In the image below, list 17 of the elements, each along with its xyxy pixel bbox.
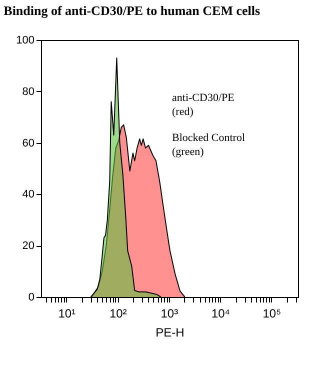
annotation: anti-CD30/PE (172, 92, 235, 104)
annotation: (green) (172, 146, 204, 158)
x-tick-label: 10¹ (58, 306, 76, 320)
y-tick-label: 80 (22, 86, 34, 98)
y-tick-label: 40 (22, 188, 34, 201)
x-tick-label: 10³ (160, 306, 178, 320)
y-tick-label: 0 (28, 292, 34, 304)
x-tick-label: 10² (109, 306, 127, 320)
y-tick-label: 100 (16, 34, 34, 46)
annotation: (red) (172, 106, 194, 118)
x-axis-title: PE-H (156, 326, 184, 340)
y-tick-label: 60 (22, 137, 34, 150)
x-tick-label: 10⁴ (211, 306, 230, 320)
y-tick-label: 20 (22, 240, 34, 252)
x-tick-label: 10⁵ (262, 306, 282, 320)
annotation: Blocked Control (172, 132, 246, 144)
chart-title: Binding of anti-CD30/PE to human CEM cells (4, 3, 260, 18)
